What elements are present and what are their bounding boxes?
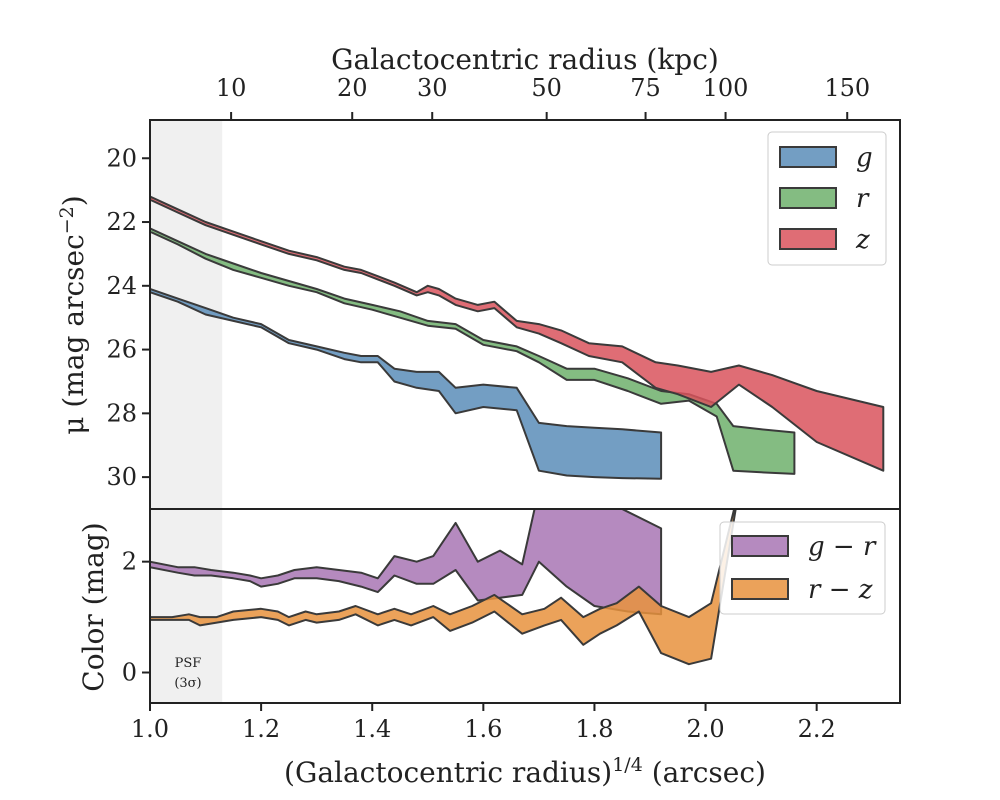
legend-label: z [855, 225, 870, 255]
legend-label: r − z [808, 575, 873, 605]
kpc-tick-label: 30 [417, 74, 448, 102]
bottom-legend: g − r r − z [719, 521, 886, 615]
y-tick-label: 28 [106, 399, 137, 427]
y-tick-label: 24 [106, 272, 137, 300]
legend-label: r [856, 184, 870, 214]
bottom-panel-y-ticks: 02 [122, 548, 150, 687]
top-axis-title: Galactocentric radius (kpc) [331, 43, 719, 76]
top-panel-series [150, 195, 885, 480]
series-band-r [150, 227, 796, 475]
psf-band-bottom [150, 509, 223, 703]
series-band-g [150, 288, 663, 480]
x-tick-label: 2.2 [798, 715, 836, 743]
legend-swatch [779, 146, 837, 168]
kpc-tick-label: 75 [630, 74, 661, 102]
series-band-z [150, 195, 885, 472]
bottom-panel-frame [149, 508, 901, 704]
kpc-tick-label: 150 [824, 74, 870, 102]
x-tick-label: 1.4 [353, 715, 391, 743]
x-tick-label: 1.2 [242, 715, 280, 743]
y-tick-label: 22 [106, 208, 137, 236]
kpc-tick-label: 10 [216, 74, 247, 102]
bottom-panel-series [150, 509, 737, 666]
kpc-tick-label: 20 [337, 74, 368, 102]
bottom-y-axis-title: Color (mag) [77, 522, 110, 691]
x-axis-title: (Galactocentric radius)1/4 (arcsec) [284, 754, 766, 789]
bottom-panel-x-ticks: 1.0 1.2 1.4 1.6 1.8 2.0 2.2 [131, 703, 836, 743]
legend-swatch [731, 578, 789, 600]
x-tick-label: 1.6 [464, 715, 502, 743]
y-tick-label: 26 [106, 336, 137, 364]
psf-sigma-label: (3σ) [174, 676, 201, 691]
y-tick-label: 30 [106, 463, 137, 491]
y-tick-label: 2 [122, 548, 137, 576]
legend-swatch [731, 535, 789, 557]
legend-swatch [779, 228, 837, 250]
kpc-tick-label: 100 [703, 74, 749, 102]
top-panel-y-ticks: 20 22 24 26 28 30 [106, 144, 150, 491]
top-y-axis-title: μ (mag arcsec−2) [56, 195, 90, 434]
x-tick-label: 2.0 [686, 715, 724, 743]
x-tick-label: 1.8 [575, 715, 613, 743]
legend-label: g [856, 143, 873, 173]
kpc-tick-label: 50 [531, 74, 562, 102]
top-panel-kpc-ticks: 10 20 30 50 75 100 150 [216, 74, 870, 120]
psf-label: PSF [175, 656, 202, 671]
top-legend: grz [767, 131, 887, 266]
legend-swatch [779, 187, 837, 209]
x-tick-label: 1.0 [131, 715, 169, 743]
y-tick-label: 20 [106, 144, 137, 172]
legend-label: g − r [808, 532, 877, 562]
y-tick-label: 0 [122, 659, 137, 687]
